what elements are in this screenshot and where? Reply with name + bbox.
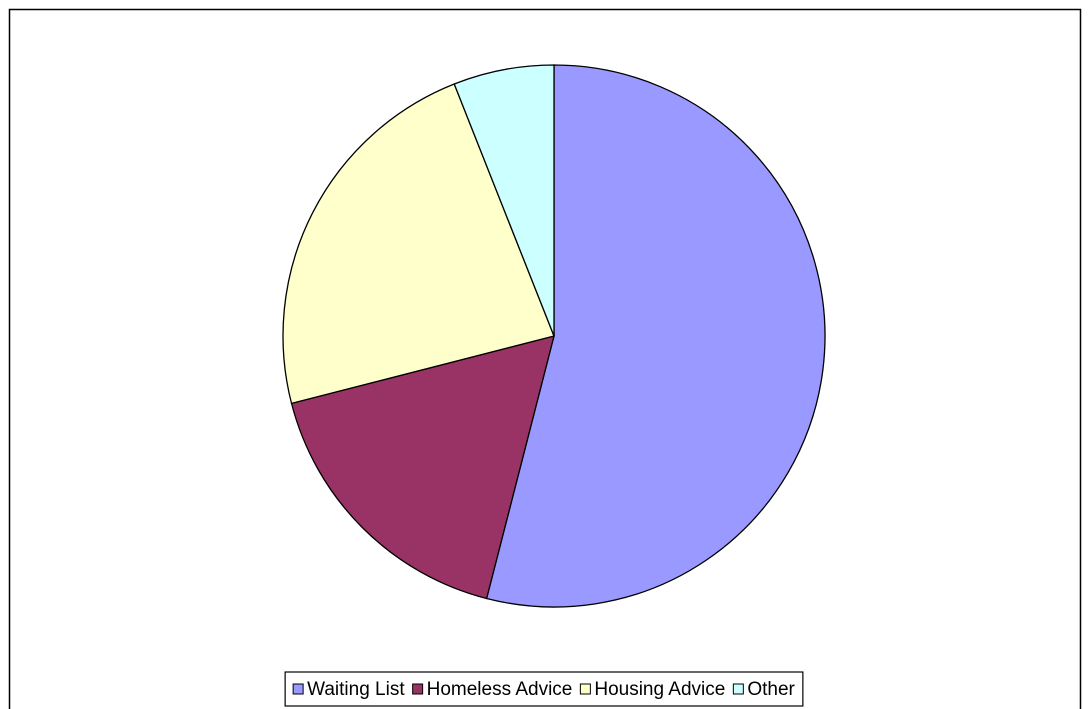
legend-label: Other — [747, 679, 795, 700]
legend-box — [284, 671, 804, 707]
pie-slice — [282, 83, 555, 405]
pie-slice — [290, 335, 555, 600]
legend-swatch — [732, 683, 744, 695]
legend-label: Waiting List — [307, 679, 405, 700]
legend-swatch — [292, 683, 304, 695]
legend-label: Housing Advice — [594, 679, 725, 700]
legend-swatch — [412, 683, 424, 695]
legend-label: Homeless Advice — [427, 679, 573, 700]
legend-swatch — [579, 683, 591, 695]
pie-slice — [485, 64, 826, 608]
pie-slice — [453, 64, 555, 337]
legend: Waiting List Homeless Advice Housing Advic… — [284, 671, 804, 707]
